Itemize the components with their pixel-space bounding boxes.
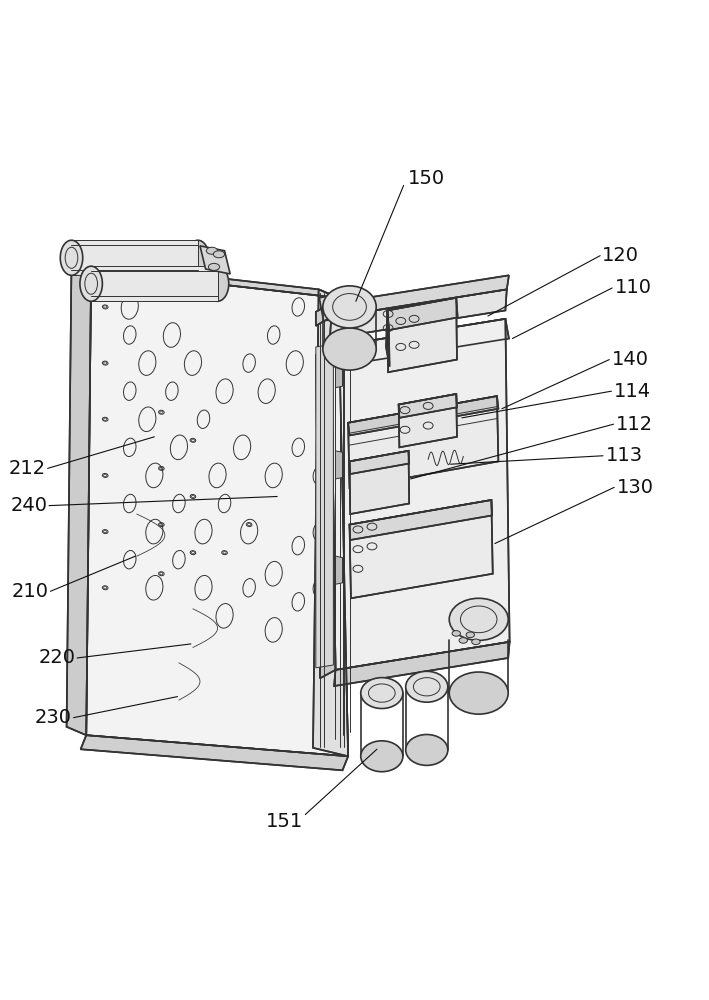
Text: 212: 212 [9,459,45,478]
Ellipse shape [208,263,220,270]
Polygon shape [72,261,338,298]
Ellipse shape [452,631,460,636]
Ellipse shape [323,328,376,370]
Text: 120: 120 [602,246,640,265]
Polygon shape [387,298,457,372]
Polygon shape [91,266,218,301]
Ellipse shape [450,672,508,714]
Ellipse shape [186,240,209,275]
Polygon shape [319,294,342,321]
Polygon shape [316,344,333,668]
Text: 112: 112 [616,415,654,434]
Polygon shape [316,303,331,326]
Polygon shape [316,347,335,678]
Polygon shape [81,735,348,770]
Polygon shape [348,396,498,435]
Ellipse shape [459,638,467,643]
Polygon shape [350,451,409,514]
Polygon shape [67,261,91,735]
Text: 130: 130 [617,478,654,497]
Polygon shape [350,500,493,598]
Polygon shape [398,394,457,418]
Text: 230: 230 [35,708,72,727]
Ellipse shape [471,639,480,645]
Ellipse shape [80,266,102,301]
Polygon shape [348,396,498,488]
Polygon shape [334,642,510,686]
Text: 150: 150 [408,169,445,188]
Polygon shape [330,289,507,339]
Polygon shape [313,289,348,756]
Polygon shape [331,319,509,367]
Polygon shape [331,319,510,670]
Text: 151: 151 [266,812,303,831]
Polygon shape [335,556,342,584]
Text: 140: 140 [612,350,649,369]
Polygon shape [335,451,342,479]
Ellipse shape [450,598,508,640]
Ellipse shape [466,632,474,638]
Text: 114: 114 [614,382,652,401]
Ellipse shape [406,671,448,702]
Polygon shape [86,270,348,756]
Ellipse shape [206,247,218,254]
Ellipse shape [60,240,83,275]
Text: 210: 210 [12,582,49,601]
Ellipse shape [323,286,376,328]
Ellipse shape [361,741,403,772]
Polygon shape [350,451,409,474]
Polygon shape [330,275,509,317]
Polygon shape [335,360,342,388]
Ellipse shape [361,678,403,709]
Polygon shape [387,298,457,330]
Ellipse shape [406,735,448,765]
Ellipse shape [213,251,225,258]
Ellipse shape [206,266,229,301]
Polygon shape [72,240,198,275]
Text: 113: 113 [605,446,643,465]
Polygon shape [200,246,230,274]
Text: 110: 110 [615,278,652,297]
Text: 240: 240 [11,496,48,515]
Polygon shape [398,394,457,447]
Polygon shape [386,310,389,367]
Text: 220: 220 [39,648,76,667]
Polygon shape [350,500,492,540]
